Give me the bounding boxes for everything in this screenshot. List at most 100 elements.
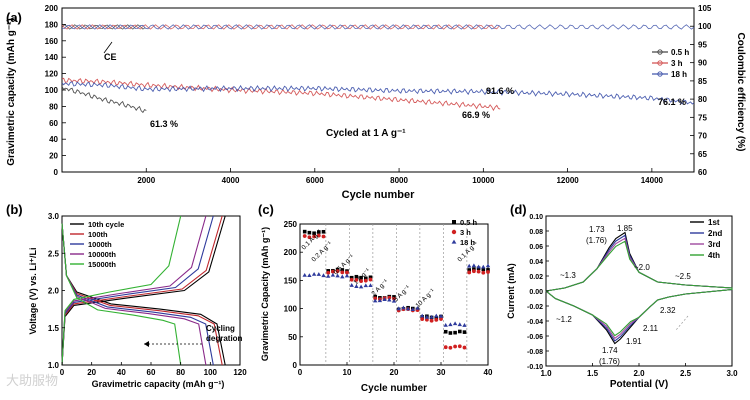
rate-point-18h — [373, 298, 378, 303]
x-tick-label-d: 2.5 — [680, 369, 692, 378]
legend-marker-c — [451, 229, 457, 235]
y-tick-label-a: 20 — [49, 152, 58, 161]
x-tick-label-d: 1.5 — [587, 369, 599, 378]
rate-point-3h — [368, 277, 373, 282]
annotation-peak-191: 1.91 — [626, 337, 642, 346]
rate-point-18h — [344, 273, 350, 278]
y-axis-label-a: Gravimetric capacity (mAh g⁻¹) — [6, 18, 17, 166]
rate-point-18h — [311, 271, 317, 276]
y-tick-label-d: 0.08 — [529, 229, 543, 236]
rate-point-0.5h — [458, 329, 462, 334]
legend-marker-a — [657, 60, 663, 66]
rate-point-18h — [438, 313, 444, 318]
rate-point-3h — [439, 317, 443, 321]
rate-point-18h — [307, 273, 312, 278]
annotation-retention-2: 66.9 % — [462, 110, 490, 120]
rate-point-18h — [354, 284, 359, 288]
y-tick-label-a: 120 — [45, 70, 59, 79]
rate-point-18h — [448, 322, 453, 327]
annotation-ce: CE — [104, 52, 117, 62]
y-tick-label-d: -0.02 — [527, 304, 543, 311]
rate-point-18h — [363, 283, 368, 288]
rate-point-3h — [316, 233, 321, 238]
x-axis-label-d: Potential (V) — [610, 379, 668, 390]
panel-label-c: (c) — [258, 202, 274, 217]
x-tick-label-b: 40 — [117, 368, 126, 377]
y-tick-label-b: 3.0 — [48, 212, 60, 221]
rate-point-0.5h — [486, 268, 490, 272]
rate-point-0.5h — [481, 267, 486, 272]
annotation-retention-4: 76.1 % — [658, 97, 686, 107]
rate-point-18h — [330, 272, 336, 277]
annotation-peak-25: ~2.5 — [675, 272, 691, 281]
y-tick-label-c: 250 — [284, 220, 298, 229]
y-tick-label-d: 0.02 — [529, 274, 543, 281]
annotation-degration-arrowhead — [144, 341, 149, 347]
rate-point-0.5h — [462, 330, 467, 334]
x-tick-label-a: 8000 — [390, 176, 408, 185]
rate-label: 5 A g⁻¹ — [392, 284, 412, 304]
rate-point-3h — [457, 344, 462, 349]
legend-label-c: 0.5 h — [460, 218, 478, 227]
ce-series-0.5h — [61, 24, 146, 30]
rate-point-18h — [396, 306, 401, 311]
rate-point-18h — [387, 297, 392, 302]
y-axis-label-d: Current (mA) — [506, 263, 516, 319]
y-tick-label-c: 150 — [284, 276, 298, 285]
annotation-peak-12: ~1.2 — [556, 315, 572, 324]
y-tick-label-d: 0.06 — [529, 244, 543, 251]
y-tick-label-c: 200 — [284, 248, 298, 257]
rate-point-3h — [345, 270, 349, 275]
rate-point-18h — [415, 305, 420, 310]
rate-point-3h — [387, 295, 392, 300]
rate-point-18h — [349, 283, 354, 287]
rate-point-18h — [377, 298, 383, 303]
legend-marker-c — [451, 239, 457, 244]
y-tick-label-a: 0 — [54, 168, 59, 177]
x-tick-label-d: 1.0 — [540, 369, 552, 378]
rate-point-18h — [358, 284, 364, 289]
y-tick-label-d: 0.00 — [529, 289, 543, 296]
x-tick-label-a: 14000 — [641, 176, 664, 185]
y2-tick-label-a: 105 — [698, 4, 712, 13]
y-axis-label-b: Voltage (V) vs. Li⁺/Li — [28, 247, 38, 334]
y-tick-label-d: -0.04 — [527, 319, 543, 326]
y-axis-label-c: Gravimetric Capacity (mAh g⁻¹) — [260, 227, 270, 361]
rate-point-0.5h — [364, 276, 368, 281]
rate-point-3h — [307, 235, 312, 240]
y-tick-label-a: 160 — [45, 37, 59, 46]
rate-point-18h — [420, 313, 425, 318]
rate-point-3h — [472, 269, 476, 274]
x-tick-label-c: 30 — [437, 368, 446, 377]
rate-point-0.5h — [472, 267, 476, 271]
rate-point-3h — [443, 345, 448, 350]
rate-point-18h — [457, 322, 462, 327]
legend-label-a: 0.5 h — [671, 48, 689, 57]
rate-point-3h — [486, 270, 490, 274]
rate-point-3h — [321, 234, 326, 239]
rate-point-0.5h — [349, 275, 354, 280]
annotation-degration: degration — [206, 334, 243, 343]
rate-point-3h — [462, 345, 467, 350]
cv-curve-4th — [545, 240, 733, 337]
x-tick-label-b: 0 — [60, 368, 65, 377]
legend-label-b: 10th cycle — [88, 220, 124, 229]
charge-curve-4 — [61, 215, 182, 366]
rate-point-3h — [335, 269, 340, 274]
legend-label-b: 1000th — [88, 240, 112, 249]
y2-tick-label-a: 65 — [698, 150, 707, 159]
rate-point-0.5h — [392, 295, 396, 299]
x-tick-label-c: 40 — [484, 368, 493, 377]
rate-point-0.5h — [354, 274, 359, 279]
y-tick-label-d: -0.06 — [527, 334, 543, 341]
x-axis-label-b: Gravimetric capacity (mAh g⁻¹) — [92, 379, 225, 389]
y2-tick-label-a: 95 — [698, 40, 707, 49]
rate-label: 0.2 A g⁻¹ — [310, 240, 334, 264]
rate-point-0.5h — [434, 315, 439, 320]
x-tick-label-a: 10000 — [472, 176, 495, 185]
rate-point-18h — [391, 298, 397, 303]
rate-point-0.5h — [443, 329, 448, 334]
panel-d: (d) 1.0 1.5 2.0 2.5 3.0 -0.10 -0.08 -0.06 -0.04 -… — [506, 202, 738, 390]
x-tick-label-a: 2000 — [137, 176, 155, 185]
